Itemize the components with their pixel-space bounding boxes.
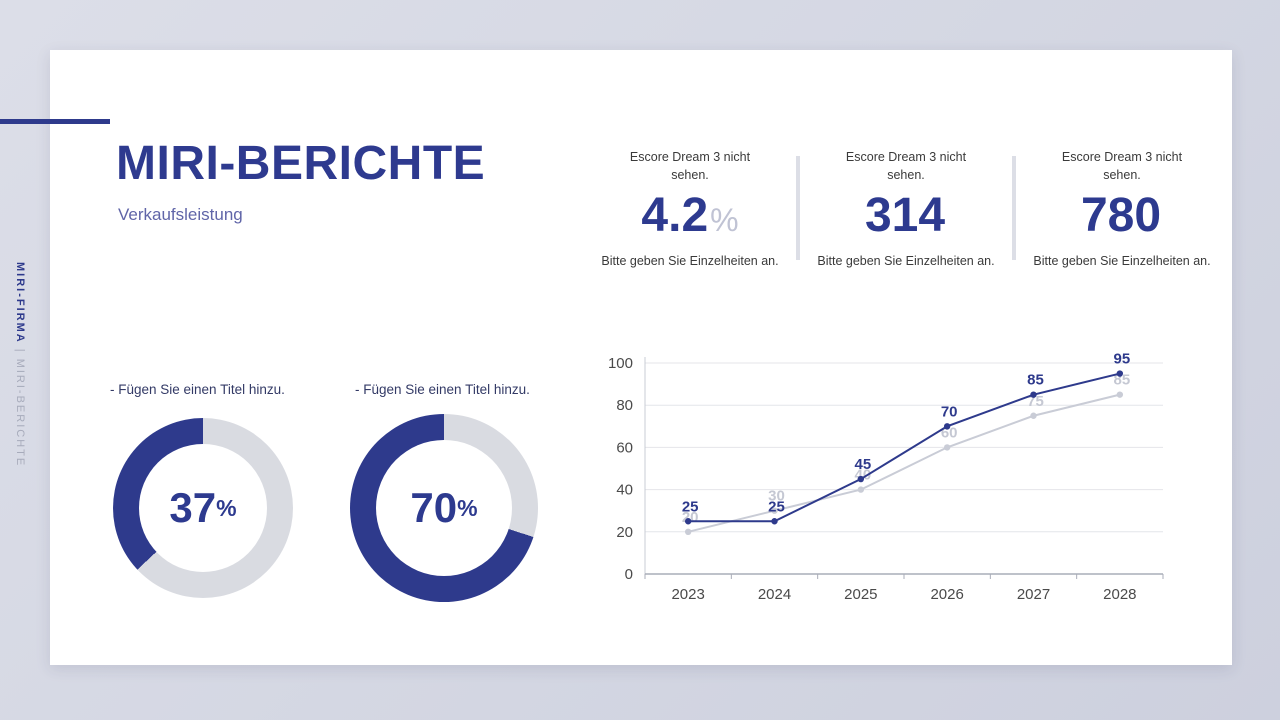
donut-title-1: - Fügen Sie einen Titel hinzu. bbox=[110, 382, 285, 397]
y-axis-label: 0 bbox=[625, 566, 633, 583]
data-point-primary bbox=[857, 475, 865, 483]
data-point-primary bbox=[1030, 391, 1037, 398]
data-point-secondary bbox=[771, 507, 778, 514]
x-axis-label: 2028 bbox=[1103, 586, 1136, 603]
kpi-card-3: Escore Dream 3 nicht sehen. 780 Bitte ge… bbox=[1022, 148, 1222, 268]
donut-hole: 70% bbox=[376, 440, 512, 576]
data-point-secondary bbox=[1116, 391, 1124, 398]
data-point-secondary bbox=[943, 444, 951, 451]
slide-card: MIRI-BERICHTE Verkaufsleistung Escore Dr… bbox=[50, 50, 1232, 665]
donut-title-2: - Fügen Sie einen Titel hinzu. bbox=[355, 382, 530, 397]
x-axis-label: 2024 bbox=[758, 586, 791, 603]
y-axis-label: 60 bbox=[616, 439, 633, 456]
kpi-value: 4.2% bbox=[590, 192, 790, 240]
line-chart-container: 0 20 40 60 80 100 2023 2024 2025 2026 2027 2028 20 30… bbox=[595, 348, 1185, 614]
x-axis-label: 2026 bbox=[930, 586, 963, 603]
donut-value: 37 bbox=[169, 484, 217, 531]
y-axis-label: 100 bbox=[608, 355, 633, 372]
data-point-secondary bbox=[1030, 412, 1037, 419]
y-axis-label: 20 bbox=[616, 524, 633, 541]
kpi-caption: Escore Dream 3 nicht sehen. bbox=[845, 150, 967, 183]
donut-unit: % bbox=[457, 494, 478, 521]
donut-chart-2: 70% bbox=[350, 414, 538, 602]
kpi-value: 780 bbox=[1022, 192, 1222, 240]
x-axis-label: 2027 bbox=[1017, 586, 1050, 603]
accent-bar bbox=[0, 119, 110, 124]
kpi-row: Escore Dream 3 nicht sehen. 4.2% Bitte g… bbox=[590, 148, 1222, 268]
data-point-secondary bbox=[857, 486, 865, 493]
donut-value: 70 bbox=[410, 484, 458, 531]
x-axis-label: 2023 bbox=[671, 586, 704, 603]
y-axis-label: 40 bbox=[616, 482, 633, 499]
kpi-unit: % bbox=[710, 202, 739, 239]
vertical-side-label: MIRI-FIRMA | MIRI-BERICHTE bbox=[14, 262, 26, 467]
side-section-text: MIRI-BERICHTE bbox=[14, 358, 26, 468]
kpi-value: 314 bbox=[806, 192, 1006, 240]
side-brand-text: MIRI-FIRMA bbox=[14, 262, 26, 344]
data-label-primary: 25 bbox=[768, 498, 785, 515]
data-label-primary: 95 bbox=[1113, 351, 1130, 368]
kpi-card-1: Escore Dream 3 nicht sehen. 4.2% Bitte g… bbox=[590, 148, 790, 268]
data-point-primary bbox=[943, 423, 951, 430]
data-label-primary: 70 bbox=[941, 403, 958, 420]
kpi-card-2: Escore Dream 3 nicht sehen. 314 Bitte ge… bbox=[806, 148, 1006, 268]
kpi-detail-text: Bitte geben Sie Einzelheiten an. bbox=[817, 254, 995, 269]
kpi-number: 780 bbox=[1080, 189, 1162, 243]
data-label-primary: 85 bbox=[1027, 372, 1044, 389]
donut-hole: 37% bbox=[139, 444, 267, 572]
x-axis-label: 2025 bbox=[844, 586, 877, 603]
series-line-secondary bbox=[687, 393, 1121, 533]
page-subtitle: Verkaufsleistung bbox=[118, 205, 243, 224]
data-point-primary bbox=[684, 518, 692, 525]
series-line-primary bbox=[688, 372, 1121, 523]
data-point-primary bbox=[1116, 370, 1124, 377]
kpi-caption: Escore Dream 3 nicht sehen. bbox=[1061, 150, 1183, 183]
kpi-number: 4.2 bbox=[641, 189, 709, 243]
kpi-divider bbox=[796, 156, 800, 261]
donut-chart-1: 37% bbox=[113, 418, 293, 598]
donut-unit: % bbox=[216, 494, 237, 521]
data-label-primary: 25 bbox=[682, 498, 699, 515]
kpi-detail-text: Bitte geben Sie Einzelheiten an. bbox=[1033, 254, 1211, 269]
kpi-detail-text: Bitte geben Sie Einzelheiten an. bbox=[601, 254, 779, 269]
kpi-divider bbox=[1012, 156, 1016, 261]
data-label-secondary: 30 bbox=[768, 488, 785, 505]
data-point-primary bbox=[771, 518, 778, 525]
data-label-primary: 45 bbox=[854, 456, 871, 473]
kpi-caption: Escore Dream 3 nicht sehen. bbox=[629, 150, 751, 183]
side-separator: | bbox=[14, 343, 26, 359]
data-point-secondary bbox=[684, 528, 692, 535]
page-title: MIRI-BERICHTE bbox=[116, 137, 486, 190]
kpi-number: 314 bbox=[864, 189, 946, 243]
y-axis-label: 80 bbox=[616, 397, 633, 414]
